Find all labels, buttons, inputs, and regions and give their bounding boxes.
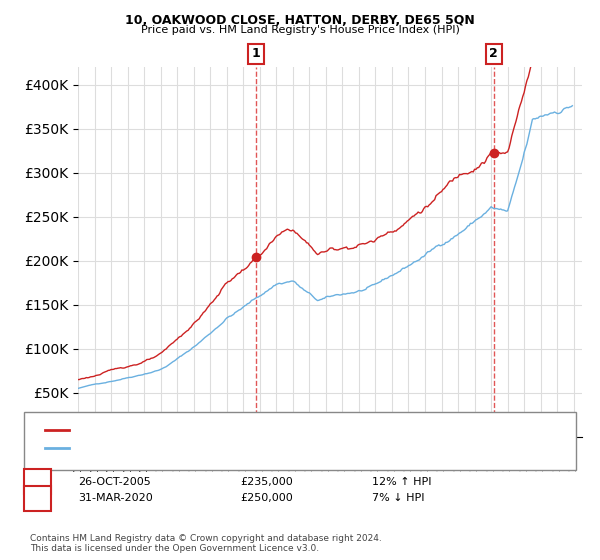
Text: 10, OAKWOOD CLOSE, HATTON, DERBY, DE65 5QN (detached house): 10, OAKWOOD CLOSE, HATTON, DERBY, DE65 5… [72, 425, 431, 435]
Text: 2: 2 [34, 493, 41, 503]
Text: HPI: Average price, detached house, South Derbyshire: HPI: Average price, detached house, Sout… [72, 443, 356, 453]
Text: £235,000: £235,000 [240, 477, 293, 487]
Text: 31-MAR-2020: 31-MAR-2020 [78, 493, 153, 503]
Text: £250,000: £250,000 [240, 493, 293, 503]
Text: 10, OAKWOOD CLOSE, HATTON, DERBY, DE65 5QN: 10, OAKWOOD CLOSE, HATTON, DERBY, DE65 5… [125, 14, 475, 27]
Text: 7% ↓ HPI: 7% ↓ HPI [372, 493, 425, 503]
Text: 26-OCT-2005: 26-OCT-2005 [78, 477, 151, 487]
Text: 1: 1 [34, 477, 41, 487]
Text: Contains HM Land Registry data © Crown copyright and database right 2024.
This d: Contains HM Land Registry data © Crown c… [30, 534, 382, 553]
Text: 12% ↑ HPI: 12% ↑ HPI [372, 477, 431, 487]
Text: 1: 1 [251, 47, 260, 60]
Text: 2: 2 [490, 47, 498, 60]
Text: Price paid vs. HM Land Registry's House Price Index (HPI): Price paid vs. HM Land Registry's House … [140, 25, 460, 35]
